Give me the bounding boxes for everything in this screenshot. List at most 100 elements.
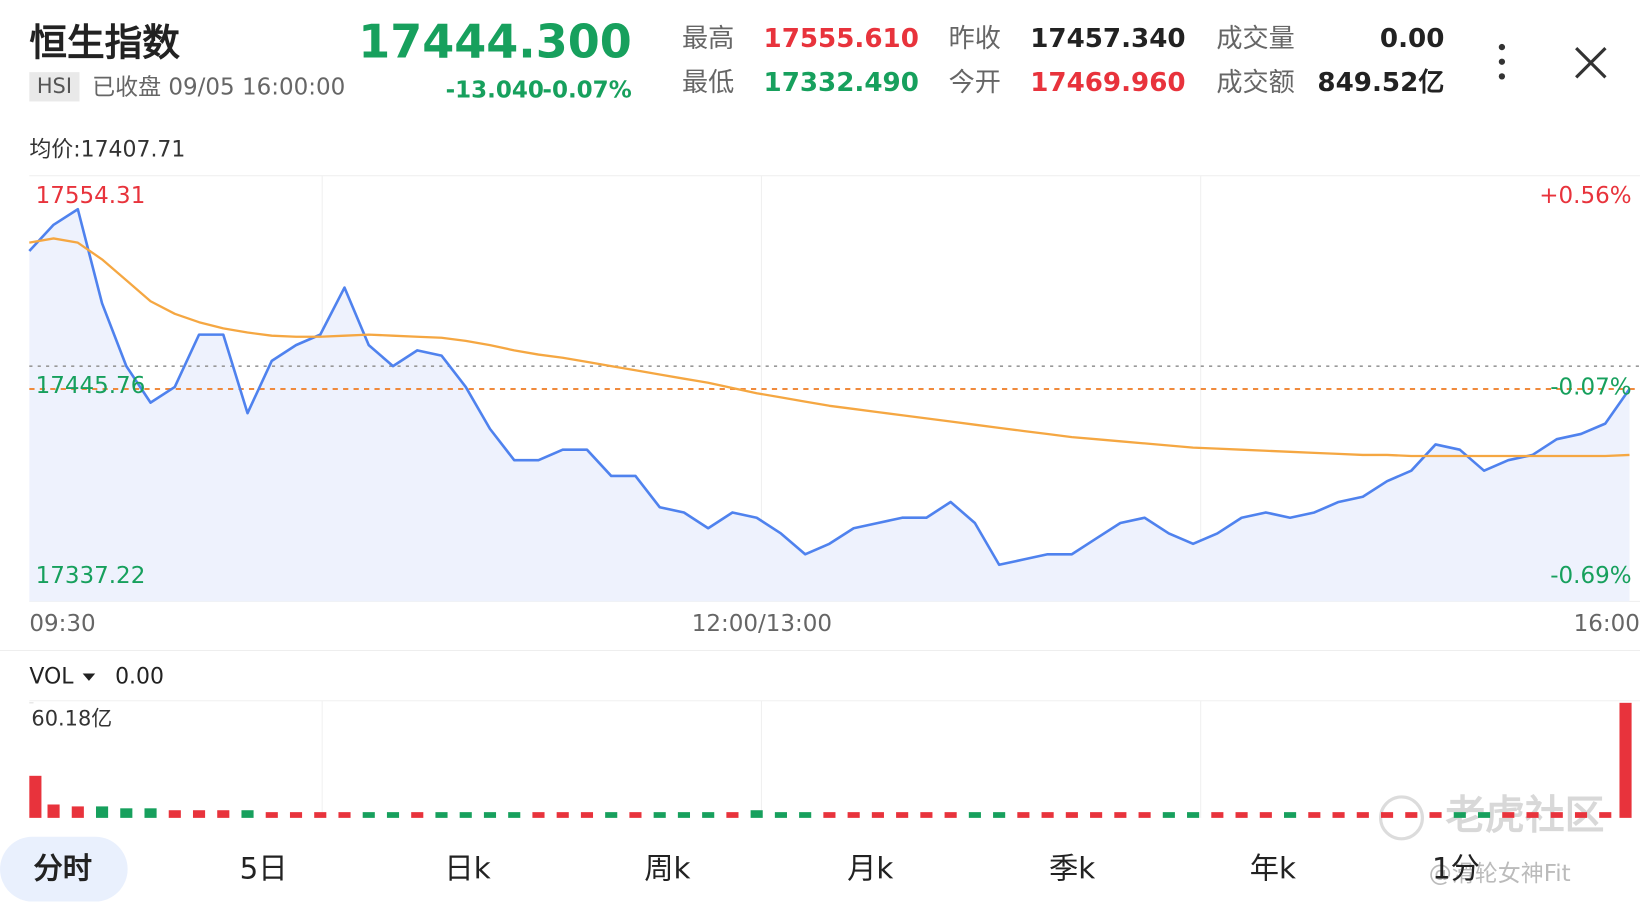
- volume-bar: [580, 812, 594, 818]
- volume-bar: [71, 806, 84, 818]
- index-title: 恒生指数: [29, 20, 180, 64]
- volume-bar: [871, 812, 884, 818]
- volume-bar: [1041, 812, 1054, 818]
- stat-value: 17457.340: [1030, 24, 1185, 54]
- watermark-logo: [1379, 795, 1424, 841]
- tab[interactable]: 年k: [1250, 852, 1296, 886]
- volume-bar: [968, 812, 981, 818]
- x-tick-label: 09:30: [29, 611, 95, 637]
- close-button[interactable]: [1575, 47, 1607, 79]
- tab[interactable]: 周k: [644, 852, 690, 886]
- volume-bar: [338, 812, 351, 818]
- stat-label: 今开: [949, 68, 1001, 98]
- volume-bar: [1138, 812, 1151, 818]
- volume-bar: [920, 812, 933, 818]
- volume-bar: [605, 812, 618, 818]
- price-change: -13.040: [446, 77, 544, 103]
- volume-bar: [1526, 812, 1539, 818]
- price-change-pct: -0.07%: [542, 77, 631, 103]
- volume-bar: [241, 810, 254, 818]
- volume-bar: [144, 808, 157, 818]
- stat-label: 成交量: [1216, 24, 1294, 54]
- tab[interactable]: 日k: [444, 852, 490, 886]
- stat-label: 昨收: [949, 24, 1001, 54]
- volume-bar: [411, 812, 424, 818]
- stat-value: 17469.960: [1030, 68, 1185, 98]
- price-area: [29, 209, 1630, 602]
- volume-bar: [1477, 812, 1491, 818]
- tab[interactable]: 5日: [240, 852, 288, 886]
- volume-bar: [1114, 812, 1127, 818]
- index-code: HSI: [37, 74, 72, 98]
- close-icon: [1575, 47, 1607, 79]
- tab[interactable]: 季k: [1049, 852, 1095, 886]
- x-tick-label: 16:00: [1574, 611, 1640, 637]
- volume-bar: [168, 810, 181, 818]
- volume-bar: [29, 775, 42, 818]
- y2-tick-label: -0.07%: [1550, 374, 1631, 400]
- y-tick-label: 17554.31: [36, 183, 146, 209]
- volume-bar: [750, 810, 763, 818]
- y-tick-label: 17445.76: [36, 373, 146, 399]
- last-price: 17444.300: [358, 14, 632, 68]
- volume-bar: [1065, 812, 1078, 818]
- volume-bar: [435, 812, 448, 818]
- tab[interactable]: 月k: [847, 852, 893, 886]
- volume-bar: [1090, 812, 1103, 818]
- more-menu[interactable]: [1498, 43, 1506, 80]
- code-badge: [29, 72, 80, 102]
- volume-bar: [1619, 702, 1632, 818]
- volume-bar: [1211, 812, 1224, 818]
- avg-price: 均价:17407.71: [29, 138, 185, 163]
- volume-bar: [362, 812, 375, 818]
- volume-bar: [799, 812, 812, 818]
- volume-bar: [289, 812, 303, 818]
- volume-bar: [1235, 812, 1248, 818]
- volume-bar: [847, 812, 860, 818]
- volume-bar: [1574, 812, 1588, 818]
- volume-bar: [702, 812, 715, 818]
- stat-value: 0.00: [1380, 24, 1444, 54]
- volume-bar: [532, 812, 545, 818]
- stat-label: 成交额: [1216, 68, 1294, 98]
- y-tick-label: 17337.22: [36, 563, 146, 589]
- volume-bar: [1162, 812, 1175, 818]
- tab[interactable]: 分时: [34, 852, 93, 886]
- volume-bar: [192, 810, 206, 818]
- volume-bar: [386, 812, 400, 818]
- volume-bar: [944, 812, 957, 818]
- tab[interactable]: 1分: [1432, 852, 1480, 886]
- dropdown-arrow[interactable]: [82, 673, 96, 681]
- volume-label: VOL: [29, 665, 74, 690]
- volume-bar: [677, 812, 691, 818]
- y2-tick-label: +0.56%: [1539, 183, 1631, 209]
- volume-bar: [508, 812, 521, 818]
- volume-current: 0.00: [115, 665, 164, 690]
- volume-bar: [1429, 812, 1442, 818]
- price-line: [28, 207, 1631, 567]
- volume-bar: [483, 812, 497, 818]
- volume-bar: [726, 812, 739, 818]
- market-status: 已收盘 09/05 16:00:00: [92, 74, 345, 100]
- stat-value: 17332.490: [764, 68, 919, 98]
- volume-bar: [314, 812, 327, 818]
- volume-bar: [459, 812, 472, 818]
- volume-bar: [1017, 812, 1030, 818]
- volume-bar: [1187, 812, 1200, 818]
- volume-bar: [1599, 812, 1612, 818]
- menu-dot: [1498, 73, 1506, 80]
- volume-bar: [1405, 812, 1418, 818]
- menu-dot: [1498, 43, 1506, 51]
- volume-bar: [629, 812, 642, 818]
- volume-bar: [120, 808, 133, 818]
- avg-line: [29, 237, 1630, 458]
- volume-bar: [217, 810, 230, 818]
- volume-bar: [1332, 812, 1345, 818]
- volume-bar: [265, 812, 278, 818]
- active-tab-bg: [0, 836, 128, 902]
- volume-bar: [95, 806, 109, 818]
- volume-bar: [1550, 812, 1563, 818]
- volume-bar: [1453, 812, 1466, 818]
